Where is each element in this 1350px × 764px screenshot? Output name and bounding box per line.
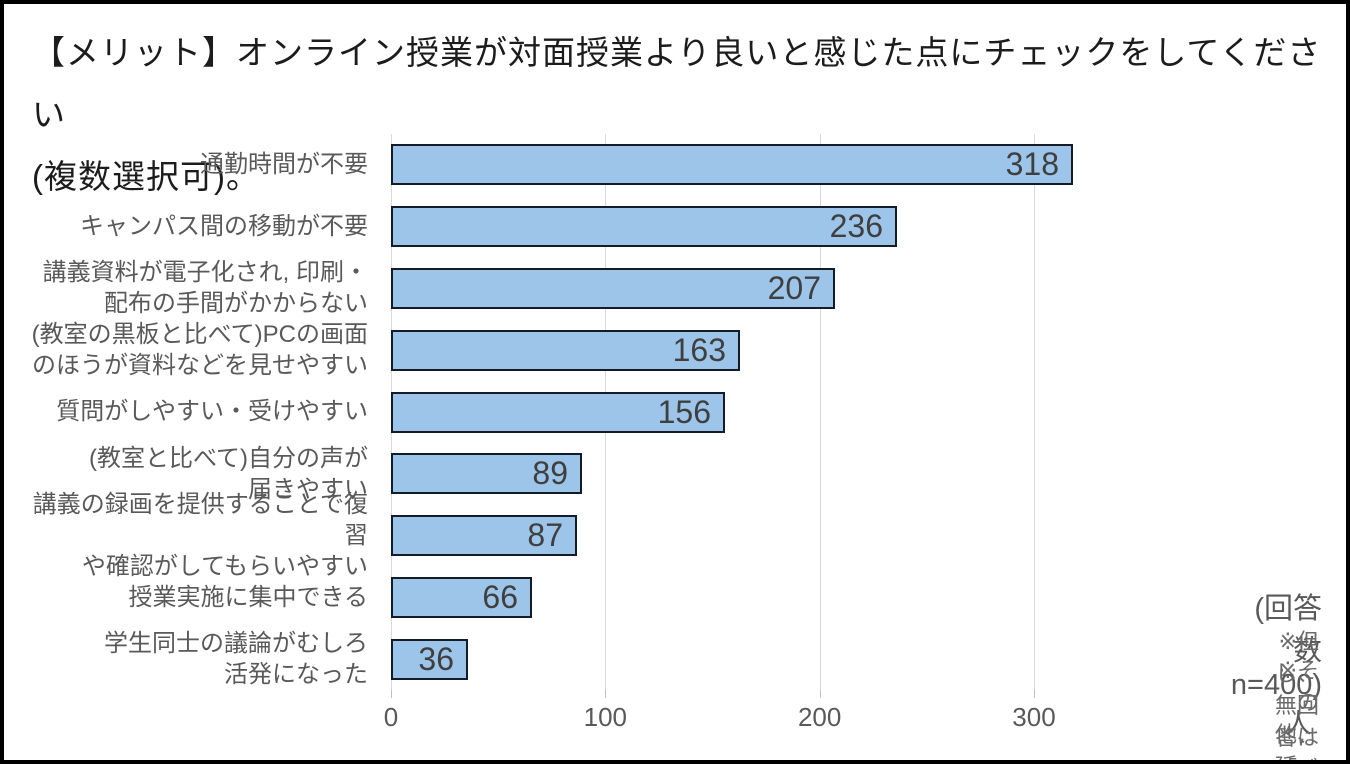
value-label: 87 <box>527 517 563 554</box>
bar: 207 <box>391 267 835 309</box>
category-label: 講義の録画を提供することで復習 や確認がしてもらいやすい <box>32 491 368 581</box>
category-label: キャンパス間の移動が不要 <box>80 213 368 241</box>
chart-title: 【メリット】オンライン授業が対面授業より良いと感じた点にチェックをしてください … <box>32 22 1346 208</box>
category-label: 通勤時間が不要 <box>200 151 368 179</box>
category-label: 学生同士の議論がむしろ 活発になった <box>104 630 368 689</box>
value-label: 318 <box>1005 146 1059 183</box>
chart-title-line2: (複数選択可)。 <box>32 158 260 195</box>
plot-area: 0 100 200 300 人 通勤時間が不要 318 キャンパス間の移動が不要 236 講義資料… <box>4 4 1346 760</box>
value-label: 36 <box>418 640 454 677</box>
bar: 66 <box>391 576 532 618</box>
bar: 89 <box>391 453 582 495</box>
bar: 36 <box>391 638 468 680</box>
gridline <box>1034 134 1035 690</box>
chart-title-line1: 【メリット】オンライン授業が対面授業より良いと感じた点にチェックをしてください <box>32 34 1322 133</box>
x-axis-tick <box>819 690 821 698</box>
gridline <box>819 134 821 690</box>
category-label: 質問がしやすい・受けやすい <box>56 398 368 426</box>
bar: 318 <box>391 144 1073 186</box>
x-axis-tick <box>391 690 392 698</box>
bar: 163 <box>391 329 740 371</box>
value-label: 236 <box>829 208 883 245</box>
category-label: (教室の黒板と比べて)PCの画面 のほうが資料などを見せやすい <box>31 321 368 380</box>
bar: 236 <box>391 206 897 248</box>
x-axis-tick <box>605 690 607 698</box>
x-tick-label: 0 <box>383 702 399 732</box>
response-count-annotation: (回答数 n=400) <box>1230 593 1322 701</box>
footnote-2: ※その他、延べ32個の自由回答記述あり <box>1275 658 1320 760</box>
category-label: 授業実施に集中できる <box>128 583 368 611</box>
value-label: 89 <box>532 455 568 492</box>
x-tick-label: 200 <box>797 702 842 732</box>
category-label: 講義資料が電子化され, 印刷・ 配布の手間がかからない <box>42 259 368 318</box>
value-label: 207 <box>767 269 821 306</box>
value-label: 163 <box>672 331 726 368</box>
x-axis-tick <box>1034 690 1035 698</box>
x-axis-unit-label: 人 <box>1285 709 1312 739</box>
category-label: (教室と比べて)自分の声が 届きやすい <box>88 444 368 503</box>
bar: 87 <box>391 515 577 557</box>
bar: 156 <box>391 391 725 433</box>
x-tick-label: 300 <box>1012 702 1056 732</box>
footnote-1: ※但し、無回答は「メリットなし」を意味する可能性あり <box>1275 629 1320 760</box>
x-tick-label: 100 <box>583 702 628 732</box>
value-label: 156 <box>657 393 711 430</box>
value-label: 66 <box>482 578 518 615</box>
